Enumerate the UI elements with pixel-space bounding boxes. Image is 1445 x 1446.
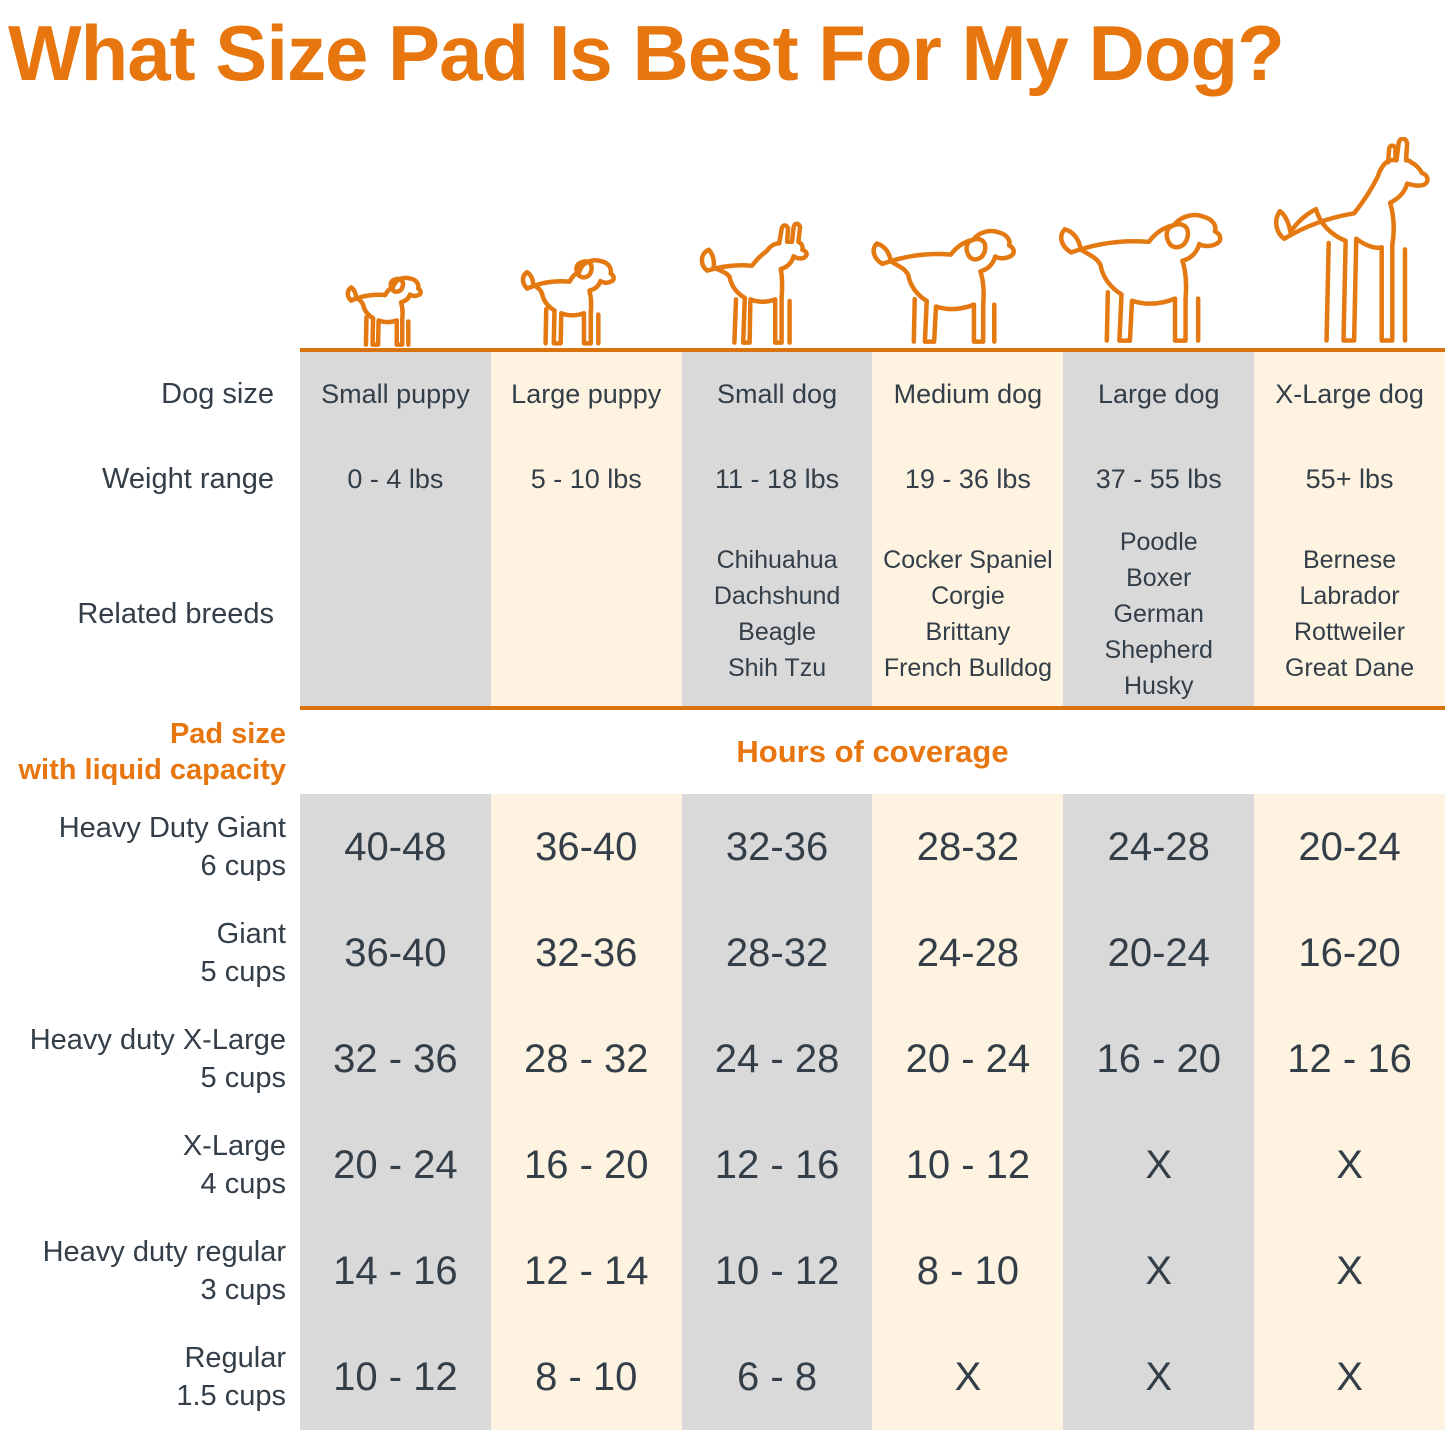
weight-range-row-label: Weight range: [0, 436, 300, 522]
hours-cell: X: [1254, 1112, 1445, 1218]
hours-cell: X: [1063, 1112, 1255, 1218]
breeds-cell: Bernese Labrador Rottweiler Great Dane: [1254, 522, 1445, 706]
hours-cell: 32-36: [490, 900, 682, 1006]
dog-size-cell: Large dog: [1063, 352, 1255, 436]
dog-size-cell: Medium dog: [872, 352, 1064, 436]
dog-cell-medium-dog: [861, 102, 1048, 348]
related-breeds-row: Related breeds Chihuahua Dachshund Beagl…: [0, 522, 1445, 706]
hours-cell: 10 - 12: [681, 1218, 873, 1324]
pad-row-label: Regular 1.5 cups: [0, 1324, 300, 1430]
pad-row-heavy-duty-giant: Heavy Duty Giant 6 cups 40-48 36-40 32-3…: [0, 794, 1445, 900]
dog-cell-large-dog: [1048, 102, 1258, 348]
hours-cell: 16 - 20: [490, 1112, 682, 1218]
dog-cell-x-large-dog: [1258, 102, 1445, 348]
hours-cell: 20 - 24: [300, 1112, 491, 1218]
weight-range-row: Weight range 0 - 4 lbs 5 - 10 lbs 11 - 1…: [0, 436, 1445, 522]
hours-cell: 10 - 12: [300, 1324, 491, 1430]
dog-size-row: Dog size Small puppy Large puppy Small d…: [0, 352, 1445, 436]
hours-cell: X: [1254, 1218, 1445, 1324]
hours-cell: 36-40: [490, 794, 682, 900]
hours-cell: 16 - 20: [1063, 1006, 1255, 1112]
pad-row-label: X-Large 4 cups: [0, 1112, 300, 1218]
dog-size-cell: Small dog: [681, 352, 873, 436]
pad-row-x-large: X-Large 4 cups 20 - 24 16 - 20 12 - 16 1…: [0, 1112, 1445, 1218]
hours-cell: X: [1063, 1218, 1255, 1324]
breeds-cell: [490, 522, 682, 706]
breeds-cell: Poodle Boxer German Shepherd Husky: [1063, 522, 1255, 706]
dog-size-cell: Small puppy: [300, 352, 491, 436]
small-dog-icon: [688, 221, 848, 349]
hours-cell: X: [872, 1324, 1064, 1430]
medium-dog-icon: [862, 201, 1047, 349]
hours-cell: 20 - 24: [872, 1006, 1064, 1112]
dog-cell-small-dog: [674, 102, 861, 348]
pad-row-label: Heavy duty regular 3 cups: [0, 1218, 300, 1324]
dog-cell-small-puppy: [300, 102, 487, 348]
dog-size-row-label: Dog size: [0, 352, 300, 436]
pad-row-label: Giant 5 cups: [0, 900, 300, 1006]
hours-cell: 40-48: [300, 794, 491, 900]
weight-cell: 37 - 55 lbs: [1063, 436, 1255, 522]
hours-cell: 28-32: [872, 794, 1064, 900]
hours-cell: 28 - 32: [490, 1006, 682, 1112]
dog-size-cell: Large puppy: [490, 352, 682, 436]
pad-row-heavy-duty-x-large: Heavy duty X-Large 5 cups 32 - 36 28 - 3…: [0, 1006, 1445, 1112]
hours-cell: 24 - 28: [681, 1006, 873, 1112]
small-puppy-dog-icon: [339, 261, 449, 349]
pad-row-regular: Regular 1.5 cups 10 - 12 8 - 10 6 - 8 X …: [0, 1324, 1445, 1430]
hours-cell: 12 - 16: [1254, 1006, 1445, 1112]
hours-cell: 24-28: [872, 900, 1064, 1006]
hours-of-coverage-band: Pad size with liquid capacity Hours of c…: [0, 710, 1445, 794]
hours-cell: 32 - 36: [300, 1006, 491, 1112]
hours-cell: 24-28: [1063, 794, 1255, 900]
hours-cell: 12 - 14: [490, 1218, 682, 1324]
hours-cell: 32-36: [681, 794, 873, 900]
breeds-cell: Cocker Spaniel Corgie Brittany French Bu…: [872, 522, 1064, 706]
hours-cell: 20-24: [1254, 794, 1445, 900]
pad-row-heavy-duty-regular: Heavy duty regular 3 cups 14 - 16 12 - 1…: [0, 1218, 1445, 1324]
hours-cell: 20-24: [1063, 900, 1255, 1006]
hours-cell: 36-40: [300, 900, 491, 1006]
large-puppy-dog-icon: [512, 239, 649, 349]
hours-cell: 6 - 8: [681, 1324, 873, 1430]
hours-cell: 8 - 10: [490, 1324, 682, 1430]
breeds-cell: Chihuahua Dachshund Beagle Shih Tzu: [681, 522, 873, 706]
dog-size-cell: X-Large dog: [1254, 352, 1445, 436]
hours-cell: X: [1063, 1324, 1255, 1430]
related-breeds-row-label: Related breeds: [0, 522, 300, 706]
pad-size-heading: Pad size with liquid capacity: [0, 710, 300, 794]
breeds-cell: [300, 522, 491, 706]
weight-cell: 0 - 4 lbs: [300, 436, 491, 522]
pad-row-label: Heavy Duty Giant 6 cups: [0, 794, 300, 900]
weight-cell: 19 - 36 lbs: [872, 436, 1064, 522]
hours-cell: 10 - 12: [872, 1112, 1064, 1218]
pad-row-label: Heavy duty X-Large 5 cups: [0, 1006, 300, 1112]
x-large-dog-icon: [1267, 137, 1437, 349]
dog-cell-large-puppy: [487, 102, 674, 348]
pad-row-giant: Giant 5 cups 36-40 32-36 28-32 24-28 20-…: [0, 900, 1445, 1006]
hours-cell: 28-32: [681, 900, 873, 1006]
hours-cell: X: [1254, 1324, 1445, 1430]
section-divider-line: [300, 706, 1445, 710]
weight-cell: 55+ lbs: [1254, 436, 1445, 522]
hours-of-coverage-heading: Hours of coverage: [736, 734, 1009, 769]
dog-illustrations-row: [300, 102, 1445, 352]
hours-cell: 12 - 16: [681, 1112, 873, 1218]
large-dog-icon: [1048, 181, 1258, 349]
weight-cell: 11 - 18 lbs: [681, 436, 873, 522]
page-title: What Size Pad Is Best For My Dog?: [8, 9, 1285, 97]
hours-cell: 14 - 16: [300, 1218, 491, 1324]
hours-cell: 8 - 10: [872, 1218, 1064, 1324]
hours-cell: 16-20: [1254, 900, 1445, 1006]
weight-cell: 5 - 10 lbs: [490, 436, 682, 522]
